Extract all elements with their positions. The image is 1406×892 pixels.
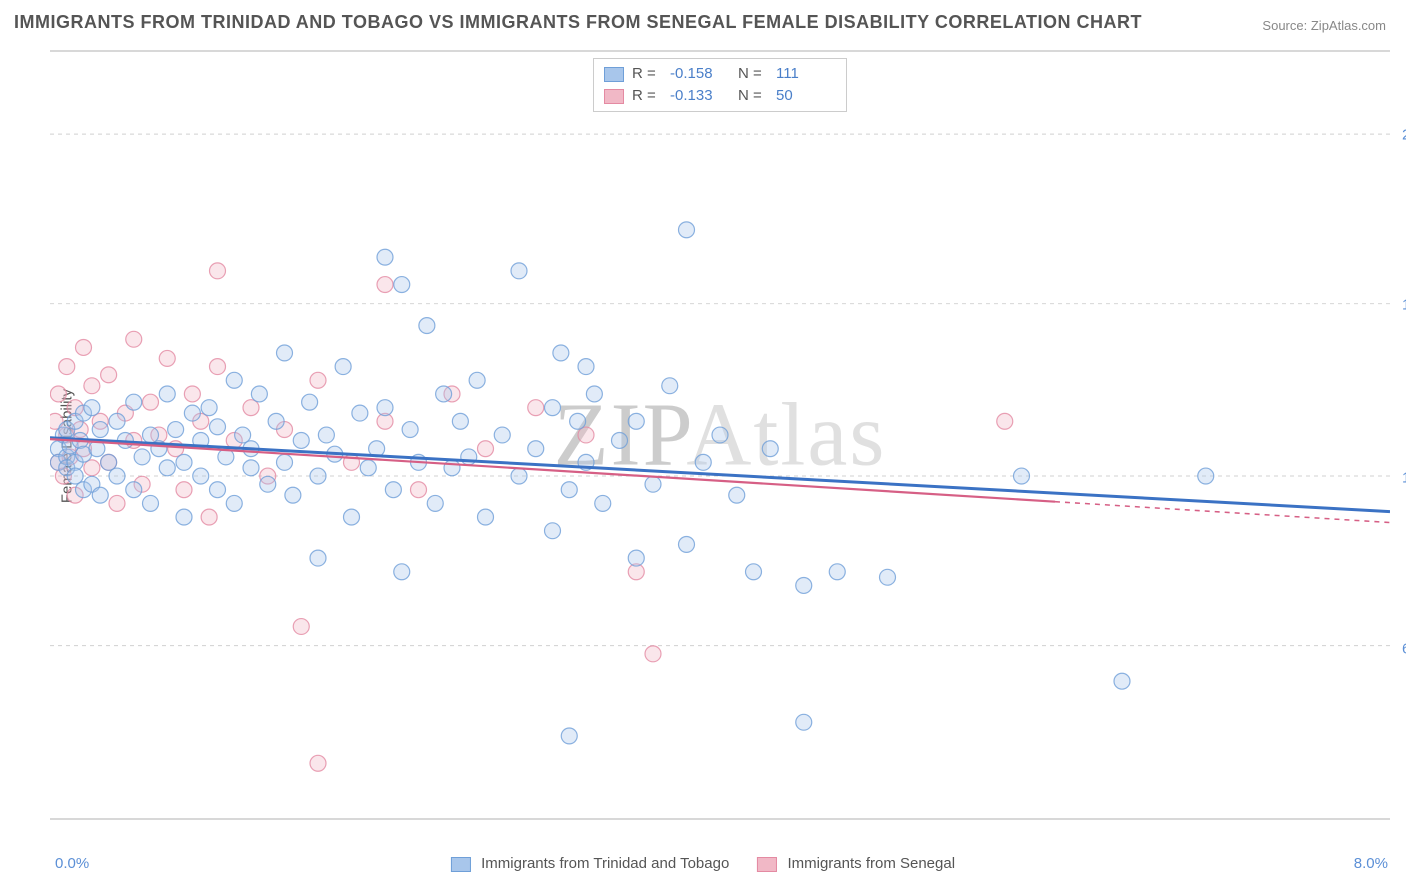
plot-svg [50,52,1390,818]
legend-swatch-senegal [757,857,777,872]
legend-row-1: R = -0.158 N = 111 [604,63,836,85]
x-axis-max-label: 8.0% [1354,855,1388,872]
source-attribution: Source: ZipAtlas.com [1262,18,1386,33]
chart-container: IMMIGRANTS FROM TRINIDAD AND TOBAGO VS I… [0,0,1406,892]
legend-item-trinidad: Immigrants from Trinidad and Tobago [451,855,729,872]
legend-n-value-1: 111 [776,63,836,85]
legend-r-label-2: R = [632,85,662,107]
source-label: Source: [1262,18,1307,33]
legend-item-senegal: Immigrants from Senegal [757,855,955,872]
x-axis-min-label: 0.0% [55,855,89,872]
y-tick-label: 12.5% [1396,470,1406,487]
series-legend: Immigrants from Trinidad and Tobago Immi… [451,855,955,872]
legend-swatch-trinidad [451,857,471,872]
legend-label-trinidad: Immigrants from Trinidad and Tobago [481,855,729,872]
legend-n-label-1: N = [738,63,768,85]
legend-label-senegal: Immigrants from Senegal [787,855,955,872]
y-tick-label: 25.0% [1396,126,1406,143]
source-link[interactable]: ZipAtlas.com [1311,18,1386,33]
legend-r-label-1: R = [632,63,662,85]
legend-n-value-2: 50 [776,85,836,107]
legend-r-value-2: -0.133 [670,85,730,107]
legend-swatch-1 [604,67,624,82]
correlation-legend: R = -0.158 N = 111 R = -0.133 N = 50 [593,58,847,112]
legend-r-value-1: -0.158 [670,63,730,85]
chart-title: IMMIGRANTS FROM TRINIDAD AND TOBAGO VS I… [14,12,1142,33]
legend-swatch-2 [604,89,624,104]
y-tick-label: 18.8% [1396,297,1406,314]
legend-n-label-2: N = [738,85,768,107]
legend-row-2: R = -0.133 N = 50 [604,85,836,107]
plot-area: ZIPAtlas R = -0.158 N = 111 R = -0.133 N… [50,50,1390,820]
y-tick-label: 6.3% [1396,640,1406,657]
